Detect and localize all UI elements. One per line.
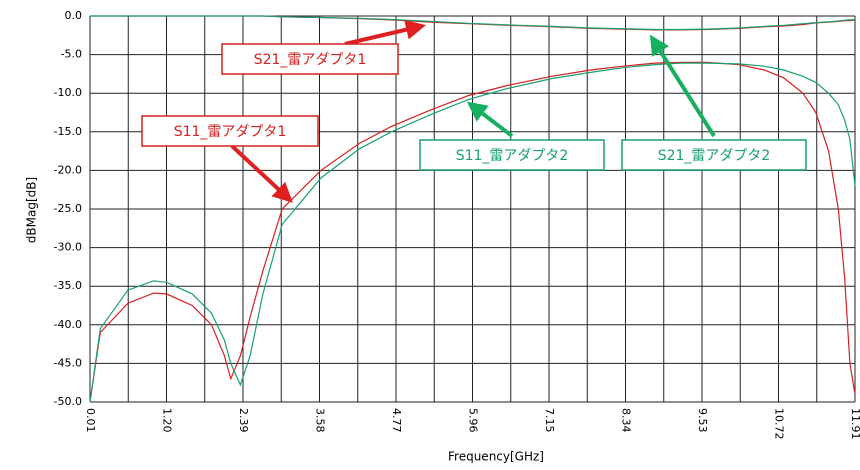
y-tick-label: -15.0 [54, 125, 82, 138]
y-tick-label: -5.0 [61, 48, 82, 61]
y-tick-label: -10.0 [54, 86, 82, 99]
callout-box [141, 115, 319, 147]
callout-box [621, 139, 807, 171]
x-tick-label: 4.77 [390, 408, 403, 433]
x-tick-label: 9.53 [696, 408, 709, 433]
y-tick-label: -50.0 [54, 395, 82, 408]
y-tick-label: -25.0 [54, 202, 82, 215]
x-tick-label: 11.91 [849, 408, 860, 440]
y-tick-label: -30.0 [54, 241, 82, 254]
legend-label: S11_雷アダプタ2 [456, 148, 569, 164]
x-tick-label: 1.20 [161, 408, 174, 433]
callout-box [221, 43, 399, 75]
legend-label: S21_雷アダプタ2 [658, 148, 771, 164]
x-tick-label: 8.34 [620, 408, 633, 433]
legend-label: S21_雷アダプタ1 [254, 52, 367, 68]
x-tick-label: 10.72 [773, 408, 786, 440]
x-tick-label: 2.39 [237, 408, 250, 433]
callout-arrow [344, 19, 426, 46]
callout-box [419, 139, 605, 171]
y-tick-label: -20.0 [54, 163, 82, 176]
x-axis-title: Frequency[GHz] [448, 450, 544, 464]
callout-arrow [230, 144, 293, 203]
series-line [89, 62, 856, 403]
legend-label: S11_雷アダプタ1 [174, 124, 287, 140]
y-tick-label: -40.0 [54, 318, 82, 331]
y-tick-label: 0.0 [65, 9, 83, 22]
y-tick-label: -45.0 [54, 356, 82, 369]
y-axis-title: dBMag[dB] [25, 177, 39, 243]
x-tick-label: 7.15 [543, 408, 556, 433]
callout-arrow [466, 101, 514, 138]
x-tick-label: 5.96 [467, 408, 480, 433]
series-line [89, 61, 856, 403]
y-tick-label: -35.0 [54, 279, 82, 292]
x-tick-label: 0.01 [84, 408, 97, 433]
series-line [90, 15, 856, 31]
x-tick-label: 3.58 [314, 408, 327, 433]
callout-arrow [649, 34, 716, 138]
